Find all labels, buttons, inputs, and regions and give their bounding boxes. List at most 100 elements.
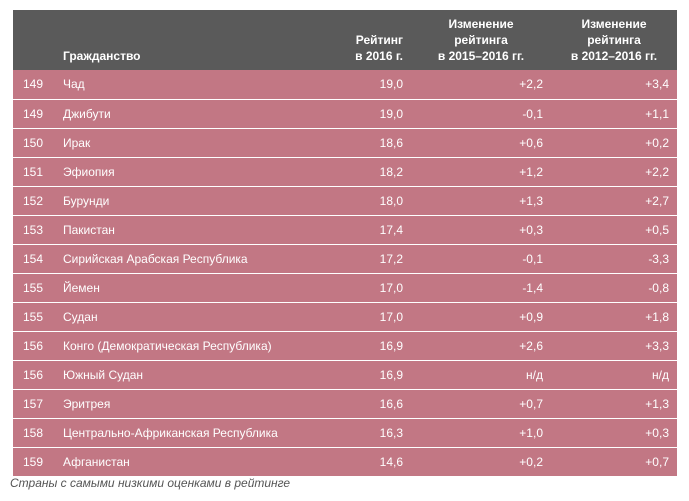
row-change-2012-2016: +0,5 xyxy=(551,215,677,245)
row-change-2012-2016: +3,3 xyxy=(551,331,677,361)
row-rating-2016: 18,0 xyxy=(327,186,411,216)
row-change-2012-2016: +1,3 xyxy=(551,389,677,419)
row-rating-2016: 16,9 xyxy=(327,360,411,390)
row-change-2015-2016: +2,6 xyxy=(411,331,551,361)
row-change-2015-2016: +0,9 xyxy=(411,302,551,332)
header-change-2015-2016-line1: Изменение xyxy=(448,17,514,31)
row-rating-2016: 16,3 xyxy=(327,418,411,448)
header-change-2015-2016-line2: рейтинга xyxy=(454,33,508,47)
row-change-2015-2016: +2,2 xyxy=(411,70,551,100)
row-rank: 159 xyxy=(13,447,59,477)
row-rank: 150 xyxy=(13,128,59,158)
table-row: 149 Джибути 19,0 -0,1 +1,1 xyxy=(13,99,677,129)
row-country-name: Сирийская Арабская Республика xyxy=(59,244,327,274)
row-rating-2016: 16,6 xyxy=(327,389,411,419)
table-row: 154 Сирийская Арабская Республика 17,2 -0,1… xyxy=(13,244,677,274)
row-change-2015-2016: +0,7 xyxy=(411,389,551,419)
table-row: 153 Пакистан 17,4 +0,3 +0,5 xyxy=(13,215,677,245)
row-rating-2016: 19,0 xyxy=(327,70,411,100)
row-rank: 155 xyxy=(13,302,59,332)
table-body: 149 Чад 19,0 +2,2 +3,4 149 Джибути 19,0 -0,1 +1,1… xyxy=(13,70,677,477)
header-rating-2016-line1: Рейтинг xyxy=(355,33,403,47)
row-change-2015-2016: -0,1 xyxy=(411,244,551,274)
row-rank: 156 xyxy=(13,331,59,361)
rating-table: Гражданство Рейтинг в 2016 г. Изменение … xyxy=(13,10,677,477)
table-row: 156 Конго (Демократическая Республика) 16,… xyxy=(13,331,677,361)
row-rank: 152 xyxy=(13,186,59,216)
header-change-2012-2016-line2: рейтинга xyxy=(587,33,641,47)
row-rank: 153 xyxy=(13,215,59,245)
header-rating-2016-line2: в 2016 г. xyxy=(355,49,403,63)
row-change-2012-2016: -0,8 xyxy=(551,273,677,303)
header-rank xyxy=(13,10,59,70)
row-change-2015-2016: +1,2 xyxy=(411,157,551,187)
row-change-2015-2016: +1,0 xyxy=(411,418,551,448)
table-row: 156 Южный Судан 16,9 н/д н/д xyxy=(13,360,677,390)
row-rating-2016: 17,0 xyxy=(327,273,411,303)
row-country-name: Чад xyxy=(59,70,327,100)
table-caption: Страны с самыми низкими оценками в рейти… xyxy=(10,476,291,490)
header-change-2015-2016-line3: в 2015–2016 гг. xyxy=(437,49,525,63)
row-rank: 155 xyxy=(13,273,59,303)
header-change-2015-2016: Изменение рейтинга в 2015–2016 гг. xyxy=(411,10,551,70)
table-row: 155 Йемен 17,0 -1,4 -0,8 xyxy=(13,273,677,303)
row-change-2012-2016: +0,2 xyxy=(551,128,677,158)
header-citizenship: Гражданство xyxy=(63,49,141,63)
row-change-2015-2016: +1,3 xyxy=(411,186,551,216)
row-change-2015-2016: -0,1 xyxy=(411,99,551,129)
row-change-2015-2016: -1,4 xyxy=(411,273,551,303)
table-row: 158 Центрально-Африканская Республика 16,3… xyxy=(13,418,677,448)
row-change-2012-2016: +1,8 xyxy=(551,302,677,332)
row-rank: 154 xyxy=(13,244,59,274)
row-country-name: Эфиопия xyxy=(59,157,327,187)
row-rating-2016: 19,0 xyxy=(327,99,411,129)
row-change-2012-2016: +0,7 xyxy=(551,447,677,477)
row-rank: 156 xyxy=(13,360,59,390)
row-change-2015-2016: +0,2 xyxy=(411,447,551,477)
row-rating-2016: 18,6 xyxy=(327,128,411,158)
row-rank: 149 xyxy=(13,70,59,100)
row-country-name: Афганистан xyxy=(59,447,327,477)
table-row: 150 Ирак 18,6 +0,6 +0,2 xyxy=(13,128,677,158)
table-header-row: Гражданство Рейтинг в 2016 г. Изменение … xyxy=(13,10,677,70)
header-change-2012-2016-line1: Изменение xyxy=(581,17,647,31)
row-rating-2016: 17,2 xyxy=(327,244,411,274)
row-change-2012-2016: н/д xyxy=(551,360,677,390)
row-country-name: Эритрея xyxy=(59,389,327,419)
row-change-2015-2016: +0,6 xyxy=(411,128,551,158)
row-rank: 157 xyxy=(13,389,59,419)
table-row: 151 Эфиопия 18,2 +1,2 +2,2 xyxy=(13,157,677,187)
header-change-2012-2016: Изменение рейтинга в 2012–2016 гг. xyxy=(551,10,677,70)
row-change-2012-2016: +3,4 xyxy=(551,70,677,100)
row-rank: 151 xyxy=(13,157,59,187)
row-rank: 149 xyxy=(13,99,59,129)
table-row: 159 Афганистан 14,6 +0,2 +0,7 xyxy=(13,447,677,477)
row-change-2012-2016: +0,3 xyxy=(551,418,677,448)
row-change-2012-2016: +2,7 xyxy=(551,186,677,216)
row-country-name: Бурунди xyxy=(59,186,327,216)
row-rating-2016: 17,0 xyxy=(327,302,411,332)
row-country-name: Пакистан xyxy=(59,215,327,245)
row-change-2015-2016: н/д xyxy=(411,360,551,390)
row-rating-2016: 17,4 xyxy=(327,215,411,245)
row-country-name: Йемен xyxy=(59,273,327,303)
table-row: 155 Судан 17,0 +0,9 +1,8 xyxy=(13,302,677,332)
row-country-name: Конго (Демократическая Республика) xyxy=(59,331,327,361)
row-country-name: Судан xyxy=(59,302,327,332)
row-country-name: Ирак xyxy=(59,128,327,158)
row-country-name: Джибути xyxy=(59,99,327,129)
row-rating-2016: 18,2 xyxy=(327,157,411,187)
header-change-2012-2016-line3: в 2012–2016 гг. xyxy=(570,49,658,63)
row-change-2012-2016: -3,3 xyxy=(551,244,677,274)
row-change-2012-2016: +2,2 xyxy=(551,157,677,187)
row-change-2012-2016: +1,1 xyxy=(551,99,677,129)
row-rank: 158 xyxy=(13,418,59,448)
row-rating-2016: 14,6 xyxy=(327,447,411,477)
row-country-name: Южный Судан xyxy=(59,360,327,390)
table-row: 149 Чад 19,0 +2,2 +3,4 xyxy=(13,70,677,100)
row-change-2015-2016: +0,3 xyxy=(411,215,551,245)
table-row: 157 Эритрея 16,6 +0,7 +1,3 xyxy=(13,389,677,419)
row-country-name: Центрально-Африканская Республика xyxy=(59,418,327,448)
header-rating-2016: Рейтинг в 2016 г. xyxy=(327,10,411,70)
